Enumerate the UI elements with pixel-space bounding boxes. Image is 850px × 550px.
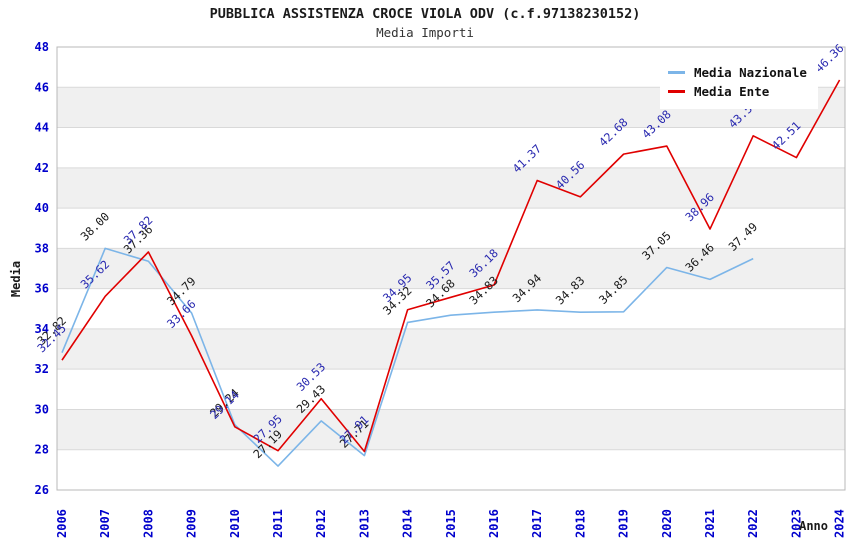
grid-band xyxy=(57,127,845,168)
legend-swatch-media-ente xyxy=(668,90,685,93)
chart-subtitle: Media Importi xyxy=(376,25,474,40)
legend-swatch-media-nazionale xyxy=(668,71,685,74)
x-tick-label: 2016 xyxy=(487,509,501,538)
legend-item-media-nazionale: Media Nazionale xyxy=(668,65,812,80)
y-tick-label: 38 xyxy=(35,241,49,255)
plot-border xyxy=(56,46,846,491)
x-tick-label: 2017 xyxy=(530,509,544,538)
y-tick-label: 44 xyxy=(35,121,49,135)
x-tick-label: 2023 xyxy=(789,509,803,538)
x-tick-label: 2021 xyxy=(703,509,717,538)
x-tick-label: 2011 xyxy=(271,509,285,538)
grid-band xyxy=(57,409,845,450)
x-tick-label: 2009 xyxy=(185,509,199,538)
y-tick-label: 26 xyxy=(35,483,49,497)
legend-item-media-ente: Media Ente xyxy=(668,84,812,99)
y-tick-label: 32 xyxy=(35,362,49,376)
y-tick-label: 36 xyxy=(35,282,49,296)
y-tick-label: 34 xyxy=(35,322,49,336)
x-tick-label: 2008 xyxy=(141,509,155,538)
y-tick-label: 28 xyxy=(35,443,49,457)
legend-label: Media Ente xyxy=(694,84,770,99)
grid-band xyxy=(57,167,845,209)
legend: Media Nazionale Media Ente xyxy=(660,55,818,109)
x-tick-label: 2019 xyxy=(617,509,631,538)
grid-band xyxy=(57,208,845,249)
y-tick-label: 46 xyxy=(35,80,49,94)
chart-title: PUBBLICA ASSISTENZA CROCE VIOLA ODV (c.f… xyxy=(209,6,641,22)
grid-band xyxy=(57,369,845,410)
x-tick-label: 2006 xyxy=(55,509,69,538)
x-tick-label: 2007 xyxy=(98,509,112,538)
x-tick-label: 2010 xyxy=(228,509,242,538)
grid-band xyxy=(57,328,845,370)
x-tick-label: 2022 xyxy=(746,509,760,538)
y-tick-label: 30 xyxy=(35,402,49,416)
x-tick-label: 2014 xyxy=(401,509,415,538)
y-tick-label: 42 xyxy=(35,161,49,175)
x-tick-label: 2015 xyxy=(444,509,458,538)
y-tick-label: 40 xyxy=(35,201,49,215)
x-tick-label: 2018 xyxy=(573,509,587,538)
x-tick-label: 2012 xyxy=(314,509,328,538)
x-tick-label: 2013 xyxy=(357,509,371,538)
x-tick-label: 2020 xyxy=(660,509,674,538)
y-tick-label: 48 xyxy=(35,40,49,54)
x-tick-label: 2024 xyxy=(833,509,847,538)
series-line-media-nazionale xyxy=(61,247,754,467)
y-axis-title: Media xyxy=(9,260,23,298)
grid-band xyxy=(57,248,845,289)
legend-label: Media Nazionale xyxy=(694,65,807,80)
grid-band xyxy=(57,449,845,490)
series-line-media-ente xyxy=(61,79,841,453)
x-axis-title: Anno xyxy=(799,519,828,533)
